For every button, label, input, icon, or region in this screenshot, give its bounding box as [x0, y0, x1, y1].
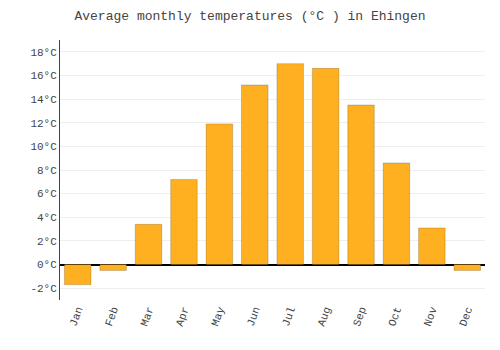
svg-text:6°C: 6°C: [37, 188, 57, 200]
svg-text:Jun: Jun: [245, 305, 263, 328]
svg-text:May: May: [209, 305, 227, 328]
svg-text:14°C: 14°C: [30, 94, 57, 106]
svg-text:12°C: 12°C: [30, 118, 57, 130]
svg-text:2°C: 2°C: [37, 236, 57, 248]
svg-text:10°C: 10°C: [30, 141, 57, 153]
svg-text:Dec: Dec: [457, 305, 475, 328]
svg-text:Apr: Apr: [174, 305, 192, 328]
svg-text:Average monthly temperatures (: Average monthly temperatures (°C ) in Eh…: [74, 9, 425, 24]
svg-text:Jul: Jul: [280, 305, 298, 328]
svg-text:18°C: 18°C: [30, 47, 57, 59]
svg-text:Nov: Nov: [422, 305, 440, 328]
svg-text:4°C: 4°C: [37, 212, 57, 224]
svg-text:0°C: 0°C: [37, 259, 57, 271]
svg-text:Feb: Feb: [103, 305, 121, 328]
svg-text:Oct: Oct: [386, 305, 404, 328]
svg-text:8°C: 8°C: [37, 165, 57, 177]
svg-text:Aug: Aug: [316, 305, 334, 328]
svg-text:16°C: 16°C: [30, 70, 57, 82]
svg-text:Jan: Jan: [68, 305, 86, 328]
svg-text:Sep: Sep: [351, 305, 369, 328]
svg-text:Mar: Mar: [138, 305, 156, 328]
svg-text:-2°C: -2°C: [30, 283, 57, 295]
